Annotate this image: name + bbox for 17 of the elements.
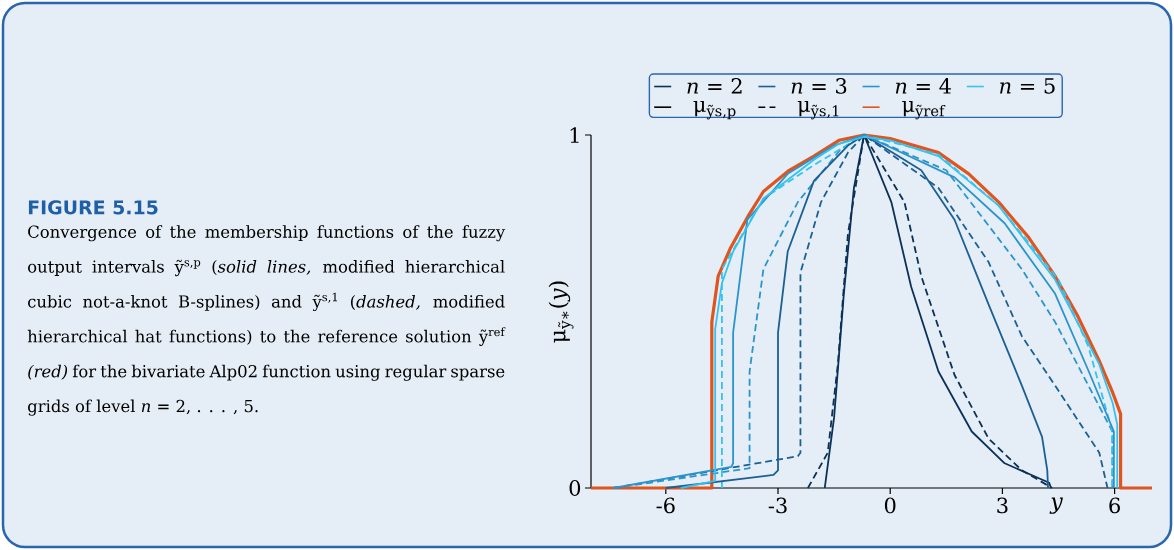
x-tick-label: 3	[997, 497, 1008, 514]
x-axis-title: y	[1049, 497, 1063, 514]
y-tick-label: 1	[570, 127, 579, 143]
y-axis-title: μ$_{ỹ∗}$(y)	[548, 281, 574, 343]
x-tick-label: -6	[656, 497, 675, 514]
legend-label: n = 4	[895, 78, 951, 94]
text: μ$_{ỹs,1}$	[797, 101, 839, 120]
legend-label: n = 5	[1000, 78, 1055, 94]
text: Convergence of the membership functions of the fuzzy output intervals ỹ$^{s,p}$ (solid lines, modified hierarchical cubic not-a-knot B-splines) and ỹ$^{s,1}$ (dashed, modified hierarchical hat functions) to the reference solution ỹ$^{ref}$ (red) for the bivariate Alp02 function using regular sparse grids of level n = 2, . . . , 5.	[27, 225, 506, 416]
text: μ$_{ỹs,p}$	[693, 101, 736, 120]
legend-label: n = 3	[791, 78, 847, 94]
x-tick-label: -3	[768, 497, 787, 514]
text: FIGURE 5.15	[28, 200, 158, 215]
x-tick-label: 6	[1109, 497, 1120, 514]
x-tick-label: 0	[884, 497, 896, 514]
legend-label: n = 2	[687, 78, 742, 94]
legend-label: μ$_{ỹref}$	[902, 101, 946, 120]
